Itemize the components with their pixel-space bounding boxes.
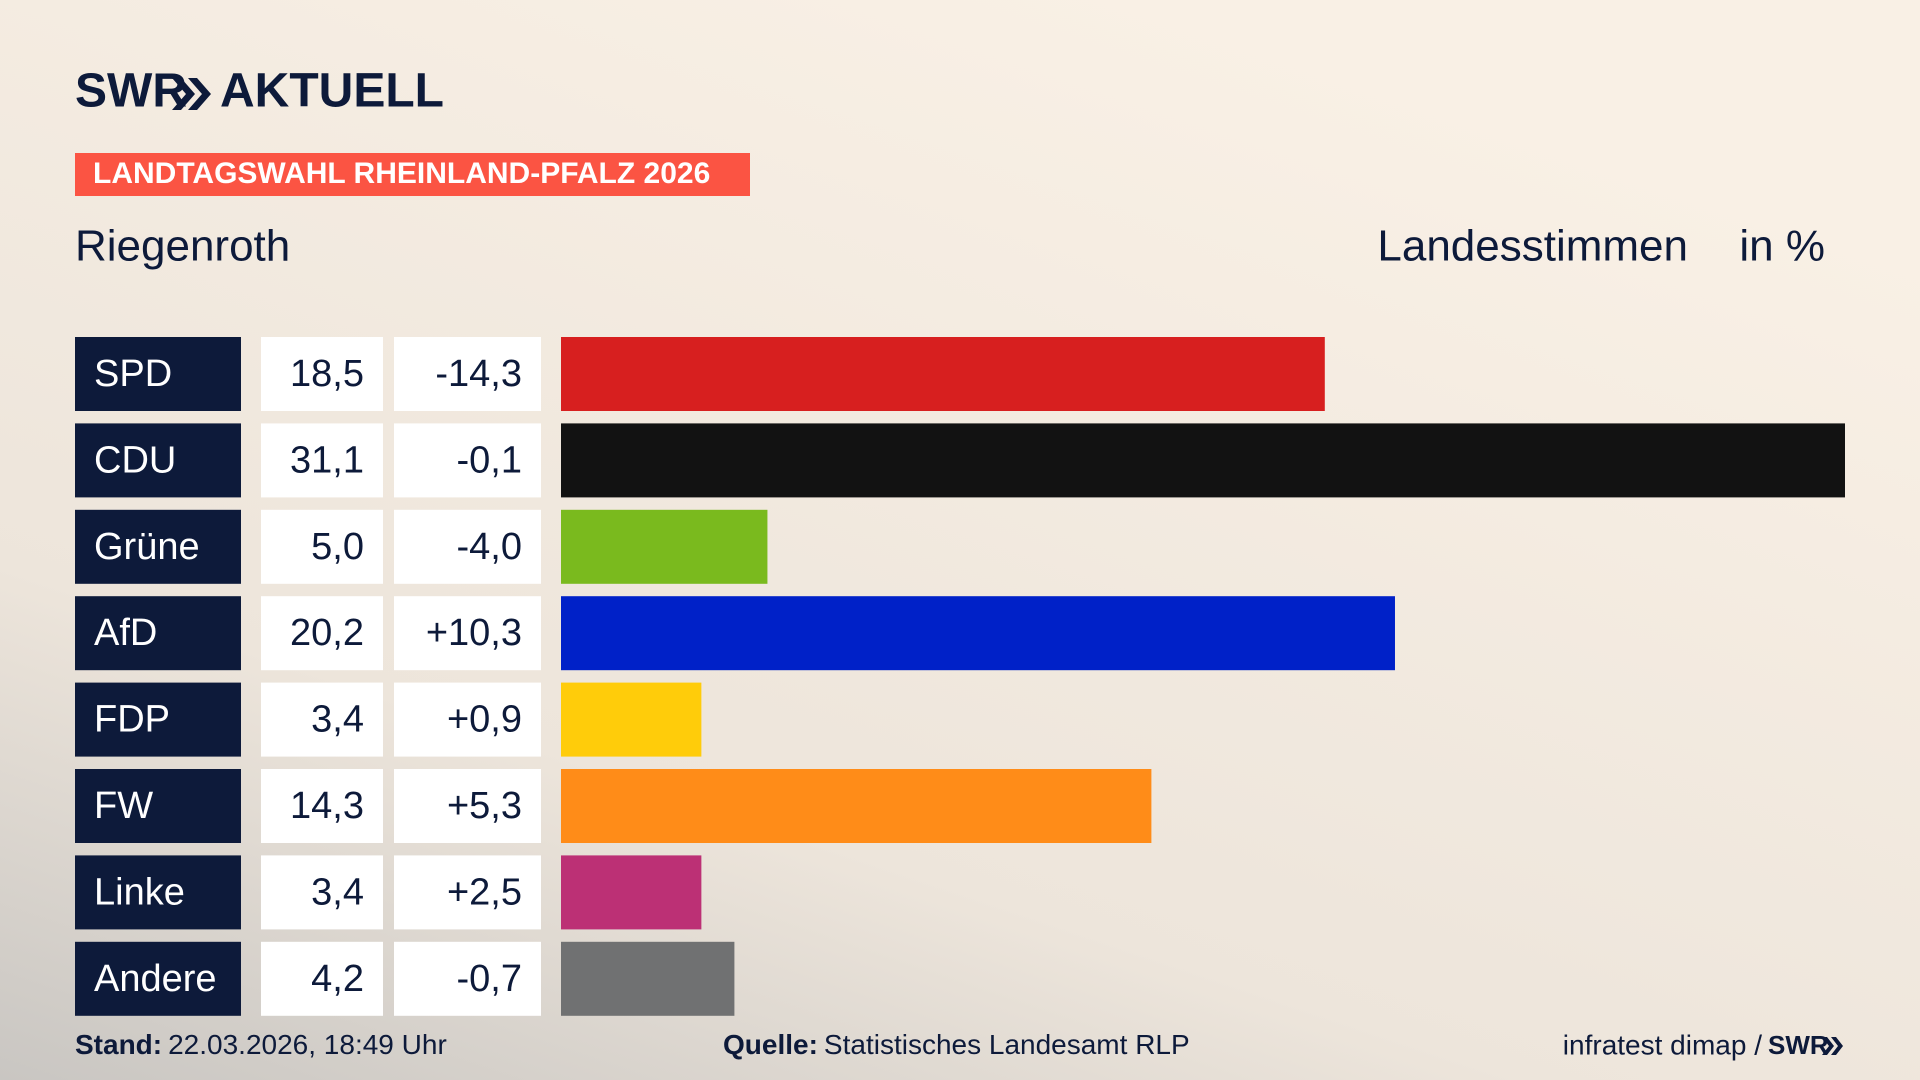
change-label: +0,9 [447, 699, 522, 741]
party-cell [75, 855, 241, 930]
banner [75, 153, 750, 196]
logo: SWR [75, 65, 187, 118]
change-label: -4,0 [457, 526, 522, 568]
bar [561, 941, 735, 1016]
value-cell [261, 509, 383, 584]
credit-logo: SWR [1768, 1030, 1829, 1060]
banner-text: LANDTAGSWAHL RHEINLAND-PFALZ 2026 [93, 157, 710, 190]
bar [561, 596, 1395, 671]
value-label: 20,2 [290, 612, 364, 654]
change-cell [394, 596, 541, 671]
party-cell [75, 337, 241, 411]
value-cell [261, 769, 383, 843]
bar [561, 423, 1845, 498]
change-label: +10,3 [426, 612, 522, 654]
party-cell [75, 769, 241, 843]
change-cell [394, 337, 541, 411]
credit-chevrons [1822, 1037, 1843, 1055]
bar [561, 855, 702, 930]
value-label: 4,2 [311, 958, 364, 1000]
party-cell [75, 423, 241, 498]
party-cell [75, 941, 241, 1016]
party-label: FDP [94, 699, 170, 741]
bar [561, 509, 768, 584]
change-cell [394, 769, 541, 843]
source: Statistisches Landesamt RLP [824, 1029, 1190, 1060]
unit: in % [1739, 222, 1825, 271]
bar [561, 769, 1152, 843]
party-label: SPD [94, 353, 172, 395]
footer-stand: Stand: 22.03.2026, 18:49 Uhr [75, 1029, 447, 1060]
footer-source: Quelle: Statistisches Landesamt RLP [723, 1029, 1190, 1060]
change-cell [394, 682, 541, 757]
value-cell [261, 423, 383, 498]
value-label: 31,1 [290, 439, 364, 481]
change-label: -0,1 [457, 439, 522, 481]
change-cell [394, 423, 541, 498]
change-label: -0,7 [457, 958, 522, 1000]
party-label: CDU [94, 439, 176, 481]
value-label: 18,5 [290, 353, 364, 395]
value-cell [261, 855, 383, 930]
logo-title: AKTUELL [220, 65, 444, 118]
bar [561, 337, 1325, 411]
value-cell [261, 941, 383, 1016]
credit: infratest dimap / [1563, 1029, 1762, 1060]
value-cell [261, 337, 383, 411]
party-label: Linke [94, 871, 185, 913]
value-cell [261, 682, 383, 757]
change-label: -14,3 [435, 353, 522, 395]
party-label: FW [94, 785, 153, 827]
source-label: Quelle: [723, 1029, 818, 1060]
logo-chevrons [172, 78, 211, 110]
value-label: 5,0 [311, 526, 364, 568]
party-label: Grüne [94, 526, 200, 568]
value-label: 14,3 [290, 785, 364, 827]
party-cell [75, 509, 241, 584]
change-label: +2,5 [447, 871, 522, 913]
change-cell [394, 941, 541, 1016]
value-cell [261, 596, 383, 671]
stand: 22.03.2026, 18:49 Uhr [168, 1029, 447, 1060]
value-label: 3,4 [311, 871, 364, 913]
party-label: Andere [94, 958, 217, 1000]
party-cell [75, 682, 241, 757]
change-cell [394, 509, 541, 584]
change-cell [394, 855, 541, 930]
value-label: 3,4 [311, 699, 364, 741]
party-cell [75, 596, 241, 671]
party-label: AfD [94, 612, 157, 654]
subtitle: Landesstimmen [1377, 222, 1688, 271]
bar [561, 682, 702, 757]
stand-label: Stand: [75, 1029, 162, 1060]
chart-title: Riegenroth [75, 222, 290, 271]
change-label: +5,3 [447, 785, 522, 827]
